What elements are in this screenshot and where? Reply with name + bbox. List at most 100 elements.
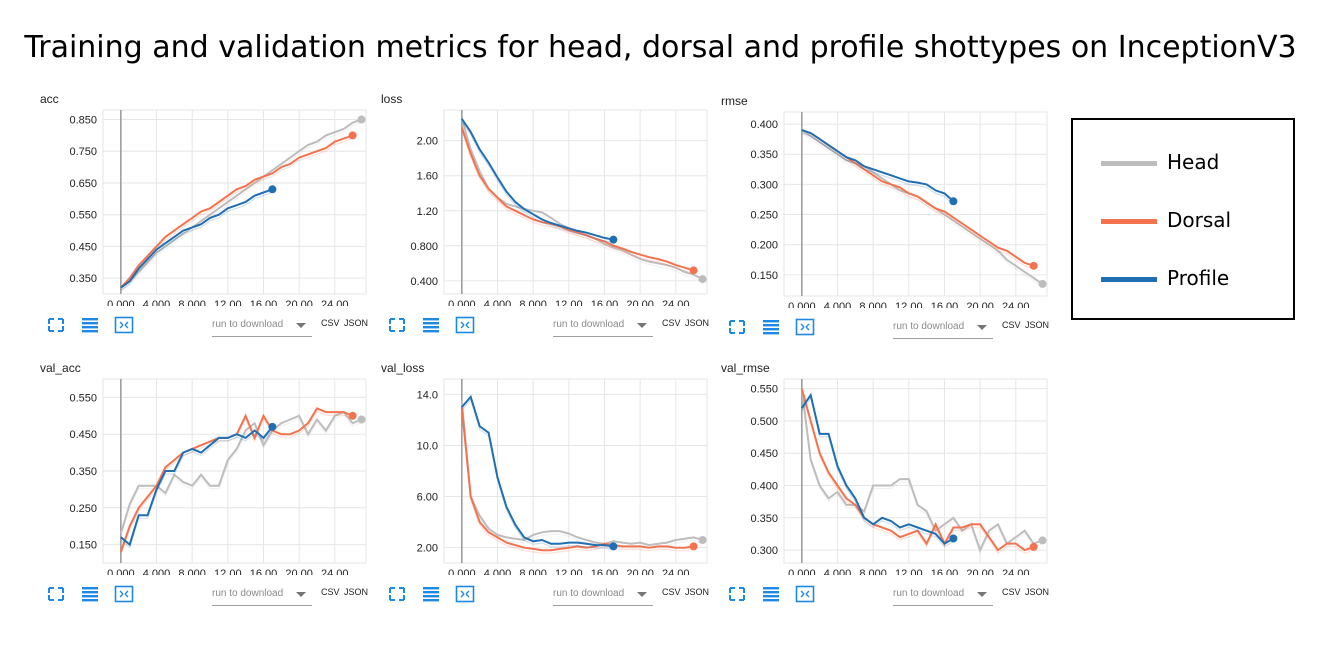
list-button[interactable]	[80, 316, 100, 334]
csv-download-link[interactable]: CSV	[321, 318, 340, 328]
series-profile-endpoint	[609, 235, 618, 244]
x-tick-label: 24.00	[662, 299, 690, 306]
series-profile-raw-line	[801, 396, 954, 548]
y-tick-label: 0.400	[410, 276, 438, 288]
y-tick-label: 0.500	[750, 416, 778, 428]
series-dorsal-raw-line	[801, 132, 1034, 270]
expand-button[interactable]	[727, 585, 747, 603]
series-head-raw-line	[120, 414, 362, 537]
y-tick-label: 6.00	[417, 492, 438, 504]
y-tick-label: 0.850	[69, 115, 97, 127]
chart-title: val_loss	[381, 361, 425, 375]
fit-domain-button[interactable]	[455, 316, 475, 334]
series-dorsal-line	[120, 134, 353, 289]
chevron-down-icon	[977, 325, 987, 330]
x-tick-label: 16.00	[591, 568, 619, 575]
series-dorsal-endpoint	[1029, 261, 1038, 270]
list-button[interactable]	[421, 585, 441, 603]
series-head-endpoint	[1038, 536, 1047, 545]
series-head-endpoint	[698, 536, 707, 544]
y-tick-label: 0.300	[750, 545, 778, 557]
fit-domain-button[interactable]	[114, 585, 134, 603]
csv-download-link[interactable]: CSV	[662, 318, 681, 328]
x-tick-label: 0.000	[788, 568, 816, 575]
run-download-select[interactable]: run to download	[553, 314, 653, 337]
chart-title: loss	[381, 92, 403, 106]
chart-title: rmse	[721, 94, 748, 108]
run-download-placeholder: run to download	[212, 319, 284, 330]
json-download-link[interactable]: JSON	[1025, 320, 1050, 330]
run-download-select[interactable]: run to download	[893, 316, 993, 339]
legend-label-dorsal: Dorsal	[1167, 208, 1232, 232]
fit-domain-button[interactable]	[795, 585, 815, 603]
json-download-link[interactable]: JSON	[685, 318, 710, 328]
csv-download-link[interactable]: CSV	[1002, 320, 1021, 330]
x-tick-label: 8.000	[859, 568, 887, 575]
json-download-link[interactable]: JSON	[344, 318, 369, 328]
x-tick-label: 20.00	[966, 301, 994, 308]
series-profile-raw-line	[801, 132, 954, 205]
y-tick-label: 1.60	[417, 171, 438, 183]
chart-panel-acc: acc 0.350 0.450 0.550 0.650 0.750 0.850 0.000 4.…	[40, 92, 368, 347]
y-tick-label: 0.550	[69, 210, 97, 222]
y-tick-label: 0.450	[69, 241, 97, 253]
chart-title: val_rmse	[721, 361, 770, 375]
run-download-select[interactable]: run to download	[212, 583, 312, 606]
series-profile-raw-line	[461, 121, 614, 244]
csv-download-link[interactable]: CSV	[1002, 587, 1021, 597]
fit-domain-icon	[114, 316, 134, 334]
json-download-link[interactable]: JSON	[1025, 587, 1050, 597]
chart-plot: 0.350 0.450 0.550 0.650 0.750 0.850 0.000 4.000…	[69, 109, 367, 306]
run-download-select[interactable]: run to download	[893, 583, 993, 606]
x-tick-label: 8.000	[178, 299, 206, 306]
run-download-select[interactable]: run to download	[553, 583, 653, 606]
y-tick-label: 0.350	[750, 149, 778, 161]
json-download-link[interactable]: JSON	[685, 587, 710, 597]
chart-plot: 0.150 0.200 0.250 0.300 0.350 0.400 0.000 4.000…	[750, 111, 1048, 308]
x-tick-label: 0.000	[448, 299, 476, 306]
expand-icon	[729, 320, 745, 334]
y-tick-label: 0.150	[69, 540, 97, 552]
x-tick-label: 4.000	[143, 568, 171, 575]
series-head-line	[120, 118, 362, 289]
series-profile-endpoint	[609, 542, 618, 551]
list-button[interactable]	[761, 318, 781, 336]
csv-download-link[interactable]: CSV	[662, 587, 681, 597]
y-tick-label: 0.450	[69, 429, 97, 441]
expand-button[interactable]	[46, 585, 66, 603]
expand-button[interactable]	[387, 585, 407, 603]
x-tick-label: 16.00	[591, 299, 619, 306]
fit-domain-icon	[795, 318, 815, 336]
fit-domain-button[interactable]	[114, 316, 134, 334]
chart-panel-val-acc: val_acc 0.150 0.250 0.350 0.450 0.550 0.000 4.0…	[40, 361, 368, 616]
chevron-down-icon	[977, 592, 987, 597]
y-tick-label: 0.250	[69, 503, 97, 515]
x-tick-label: 12.00	[214, 299, 242, 306]
list-button[interactable]	[761, 585, 781, 603]
y-tick-label: 0.150	[750, 270, 778, 282]
y-tick-label: 0.200	[750, 240, 778, 252]
series-dorsal-line	[119, 407, 353, 553]
series-dorsal-endpoint	[689, 542, 698, 551]
chevron-down-icon	[637, 323, 647, 328]
fit-domain-button[interactable]	[795, 318, 815, 336]
series-dorsal-raw-line	[801, 391, 1034, 554]
run-download-select[interactable]: run to download	[212, 314, 312, 337]
expand-button[interactable]	[46, 316, 66, 334]
expand-button[interactable]	[727, 318, 747, 336]
json-download-link[interactable]: JSON	[344, 587, 369, 597]
x-tick-label: 12.00	[895, 568, 923, 575]
series-dorsal-endpoint	[348, 131, 357, 140]
list-button[interactable]	[80, 585, 100, 603]
x-tick-label: 4.000	[484, 568, 512, 575]
chart-controls: run to download CSV JSON	[40, 583, 380, 609]
fit-domain-button[interactable]	[455, 585, 475, 603]
expand-button[interactable]	[387, 316, 407, 334]
y-tick-label: 10.0	[417, 440, 438, 452]
list-icon	[763, 320, 779, 335]
series-head-line	[800, 388, 1043, 553]
list-button[interactable]	[421, 316, 441, 334]
chevron-down-icon	[296, 323, 306, 328]
x-tick-label: 4.000	[484, 299, 512, 306]
csv-download-link[interactable]: CSV	[321, 587, 340, 597]
